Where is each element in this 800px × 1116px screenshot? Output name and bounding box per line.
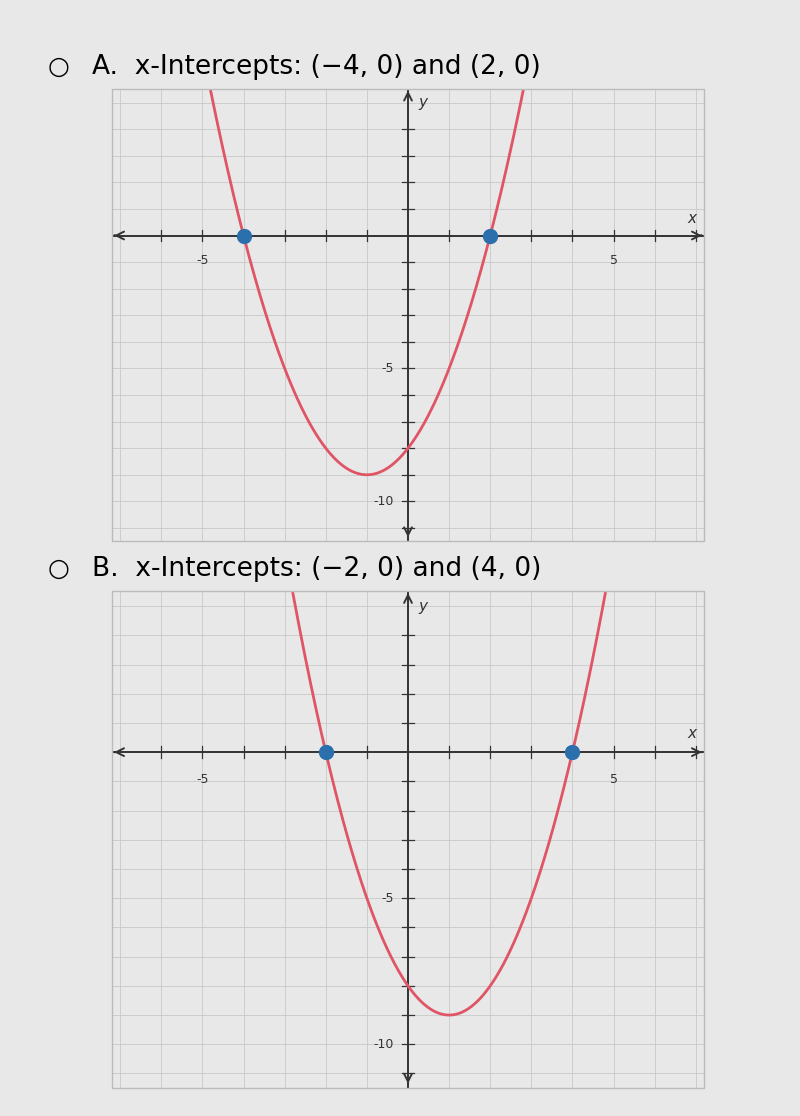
Text: -10: -10 bbox=[374, 1038, 394, 1051]
Text: 5: 5 bbox=[610, 772, 618, 786]
Text: B.  x-Intercepts: (−2, 0) and (4, 0): B. x-Intercepts: (−2, 0) and (4, 0) bbox=[92, 556, 542, 583]
Text: -10: -10 bbox=[374, 494, 394, 508]
Text: y: y bbox=[418, 95, 427, 110]
Text: x: x bbox=[687, 211, 696, 225]
Text: A.  x-Intercepts: (−4, 0) and (2, 0): A. x-Intercepts: (−4, 0) and (2, 0) bbox=[92, 54, 541, 80]
Text: y: y bbox=[418, 598, 427, 614]
Text: 5: 5 bbox=[610, 254, 618, 267]
Text: ○: ○ bbox=[48, 55, 70, 79]
Text: x: x bbox=[687, 725, 696, 741]
Text: -5: -5 bbox=[381, 362, 394, 375]
Text: -5: -5 bbox=[196, 772, 209, 786]
Text: -5: -5 bbox=[381, 892, 394, 905]
Text: -5: -5 bbox=[196, 254, 209, 267]
Text: ○: ○ bbox=[48, 557, 70, 581]
